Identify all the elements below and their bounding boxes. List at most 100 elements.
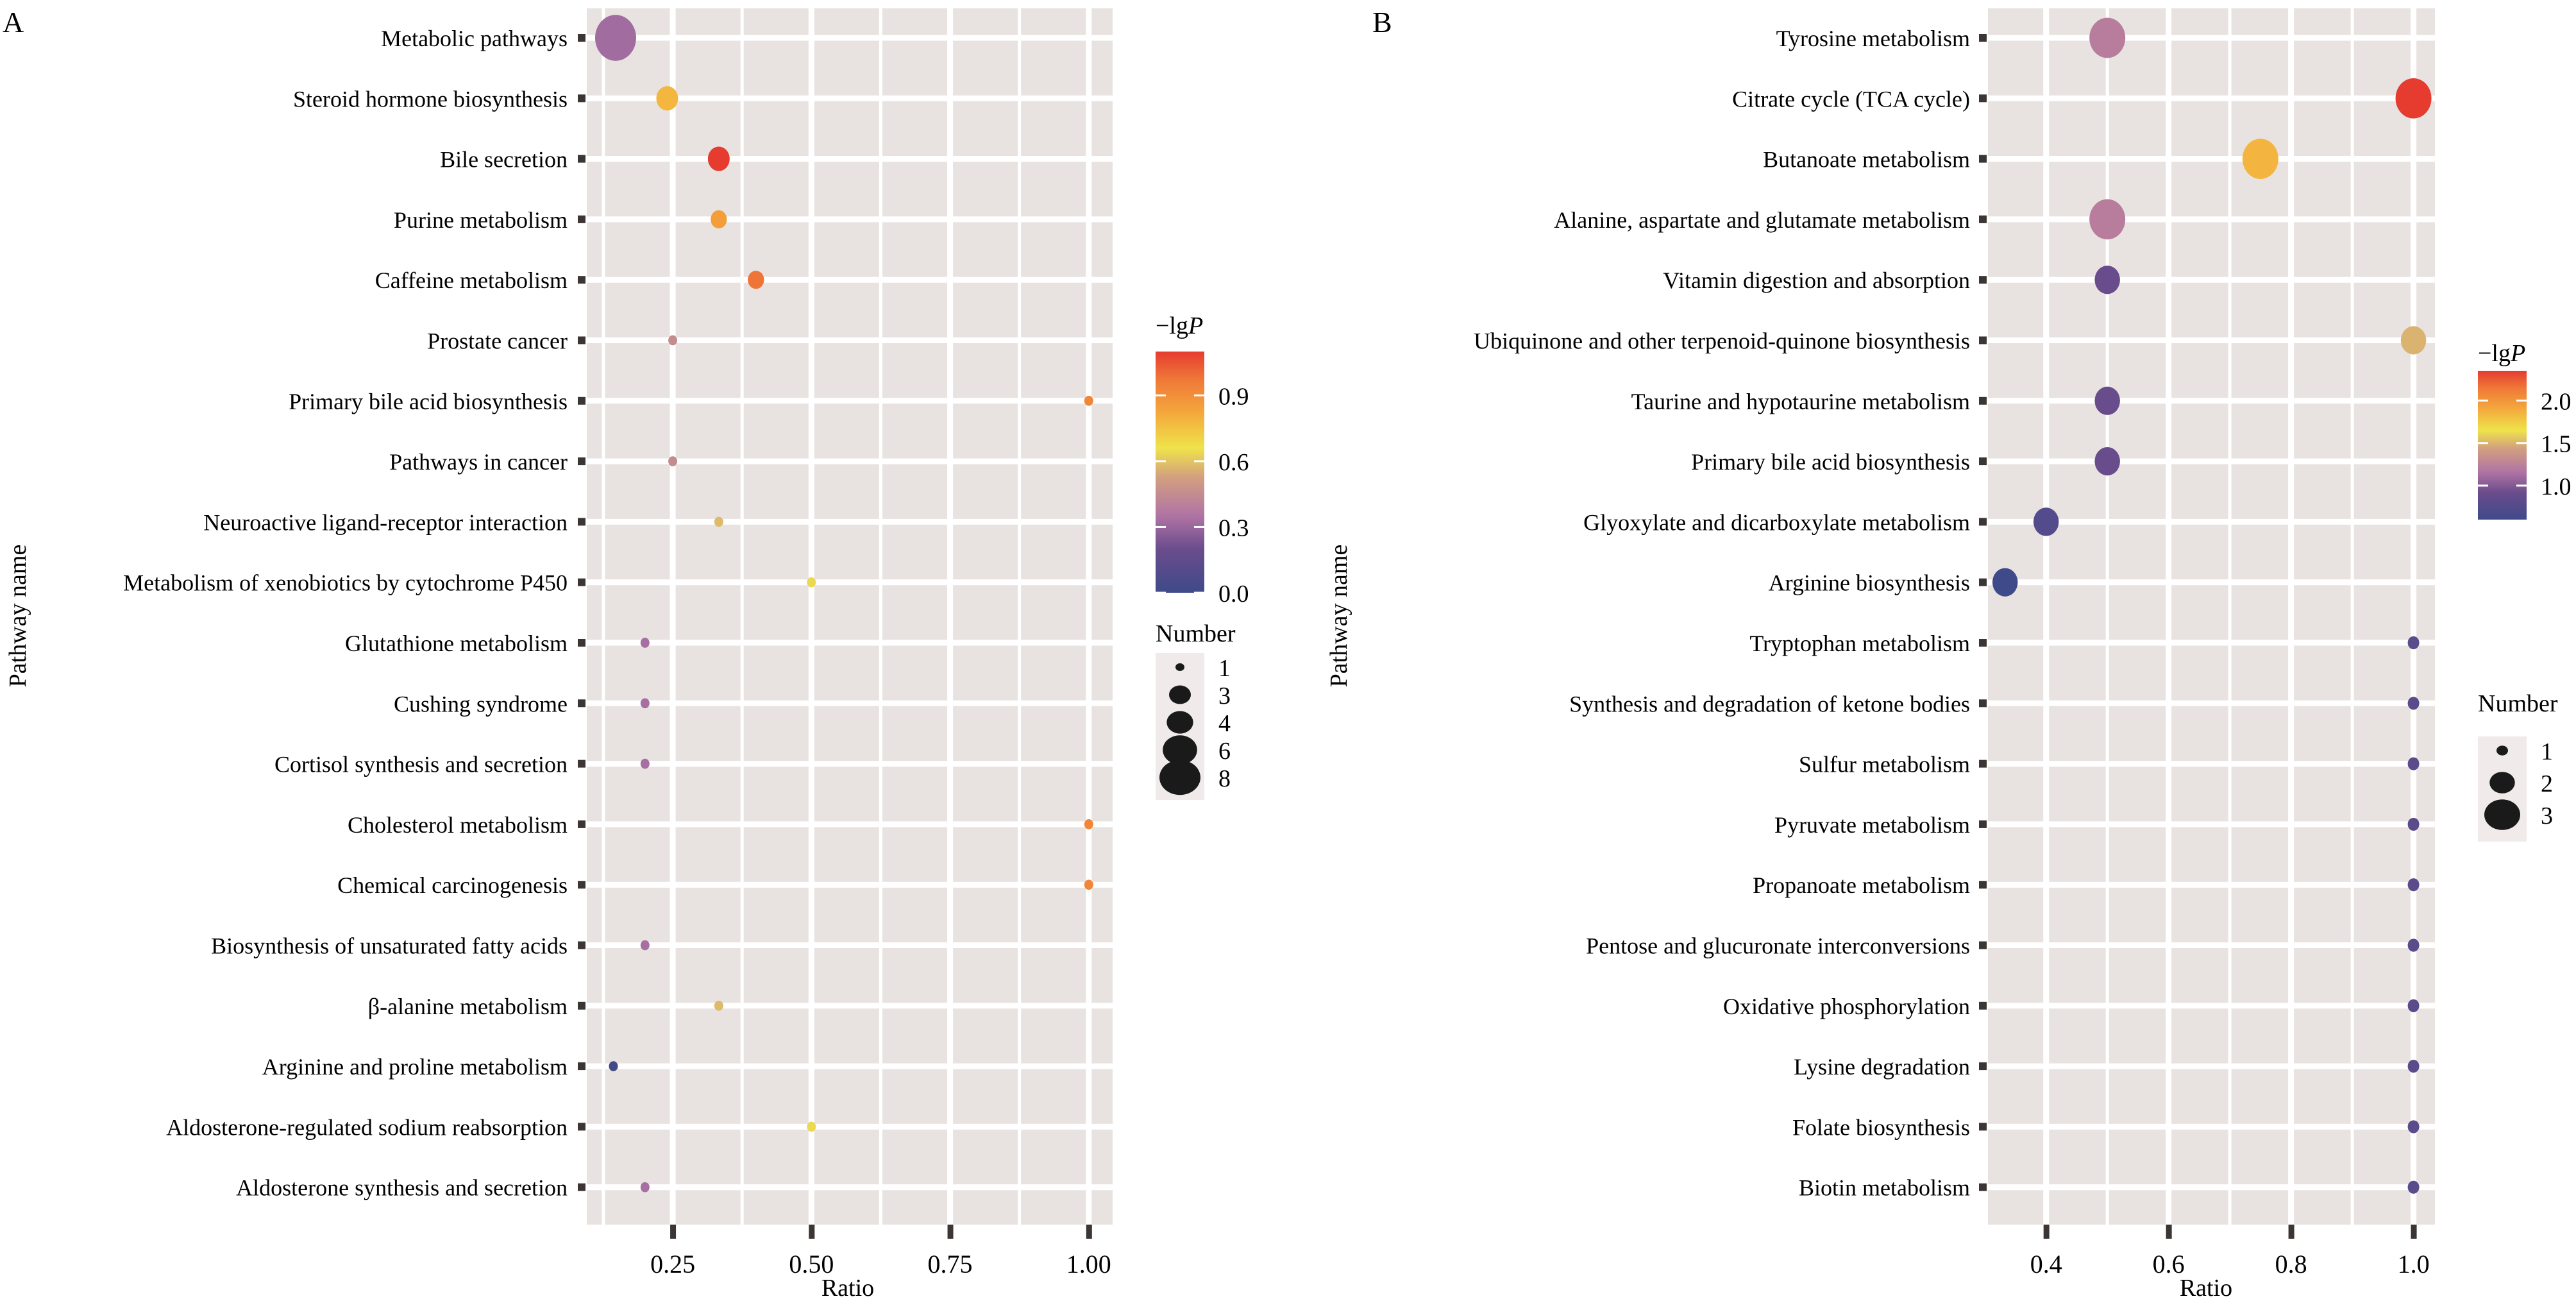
data-point <box>2407 697 2420 710</box>
y-tick-label: Primary bile acid biosynthesis <box>1691 449 1970 475</box>
y-tick-label: Cholesterol metabolism <box>348 812 568 838</box>
colorbar-tick-label: 0.6 <box>1218 449 1249 476</box>
colorbar-tick-label: 0.3 <box>1218 514 1249 541</box>
size-legend-label: 4 <box>1218 710 1231 737</box>
size-legend-label: 1 <box>2541 738 2553 765</box>
size-legend-key <box>2489 772 2515 794</box>
y-tick-label: β-alanine metabolism <box>368 994 568 1019</box>
y-tick-label: Glyoxylate and dicarboxylate metabolism <box>1583 509 1970 535</box>
y-tick <box>578 1183 585 1191</box>
panel-b: B Tyrosine metabolism Citrate cycle (TCA … <box>1326 6 2572 1302</box>
y-tick-label: Metabolic pathways <box>381 26 568 51</box>
x-tick <box>2043 1225 2050 1239</box>
y-tick <box>1979 518 1987 526</box>
y-tick-label: Aldosterone-regulated sodium reabsorptio… <box>166 1114 568 1140</box>
size-legend-key <box>1175 663 1184 671</box>
y-tick <box>1979 578 1987 586</box>
data-point <box>668 456 678 466</box>
data-point <box>2407 1060 2420 1073</box>
y-tick <box>1979 1062 1987 1071</box>
y-tick <box>578 155 585 163</box>
data-point <box>707 146 730 171</box>
x-tick-label: 1.00 <box>1066 1250 1111 1278</box>
size-legend-label: 3 <box>1218 683 1231 709</box>
data-point <box>2407 817 2420 831</box>
x-tick-label: 0.75 <box>928 1250 973 1278</box>
y-tick <box>1979 1001 1987 1010</box>
y-tick <box>1979 336 1987 344</box>
data-point <box>640 638 650 648</box>
y-tick-label: Chemical carcinogenesis <box>337 872 568 898</box>
x-tick-label: 0.8 <box>2275 1250 2307 1278</box>
data-point <box>807 577 816 588</box>
y-tick <box>578 881 585 889</box>
y-tick <box>578 941 585 949</box>
y-tick <box>578 34 585 42</box>
x-tick-label: 0.4 <box>2030 1250 2062 1278</box>
y-tick <box>578 94 585 103</box>
data-point <box>2033 507 2059 536</box>
y-tick-label: Folate biosynthesis <box>1792 1114 1970 1140</box>
y-tick <box>1979 155 1987 163</box>
data-point <box>807 1121 816 1132</box>
y-tick <box>578 215 585 223</box>
colorbar-tick-label: 2.0 <box>2541 388 2572 415</box>
data-point <box>2407 878 2420 892</box>
y-tick-label: Propanoate metabolism <box>1753 872 1970 898</box>
colorbar-tick-label: 1.5 <box>2541 431 2572 458</box>
data-point <box>609 1061 618 1071</box>
color-legend-title: −lgP <box>1156 312 1203 339</box>
color-legend-title: −lgP <box>2478 340 2525 367</box>
y-tick <box>578 1123 585 1131</box>
data-point <box>668 335 678 346</box>
y-tick <box>578 276 585 284</box>
x-tick <box>2166 1225 2172 1239</box>
size-legend-label: 2 <box>2541 770 2553 797</box>
y-tick-label: Prostate cancer <box>427 328 568 354</box>
y-tick-label: Cushing syndrome <box>394 691 568 717</box>
y-tick <box>578 518 585 526</box>
panel-label: A <box>3 6 24 38</box>
data-point <box>1992 568 2018 597</box>
y-tick-label: Oxidative phosphorylation <box>1723 994 1970 1019</box>
y-tick <box>1979 34 1987 42</box>
y-tick-label: Biotin metabolism <box>1799 1175 1970 1201</box>
x-tick-label: 0.25 <box>650 1250 695 1278</box>
y-tick-label: Citrate cycle (TCA cycle) <box>1732 86 1970 112</box>
data-point <box>2407 1180 2420 1194</box>
x-axis-title: Ratio <box>821 1275 874 1302</box>
y-axis-title: Pathway name <box>4 545 31 688</box>
x-tick-label: 1.0 <box>2398 1250 2430 1278</box>
x-axis-title: Ratio <box>2180 1275 2232 1302</box>
size-legend-label: 8 <box>1218 765 1231 792</box>
plot-background <box>587 8 1113 1225</box>
y-tick <box>1979 639 1987 647</box>
colorbar-tick-label: 0.9 <box>1218 383 1249 410</box>
y-tick-label: Tryptophan metabolism <box>1749 631 1970 656</box>
y-tick <box>1979 94 1987 103</box>
y-tick <box>1979 820 1987 828</box>
size-legend-key <box>1159 760 1200 795</box>
data-point <box>2395 78 2432 119</box>
y-tick <box>1979 1183 1987 1191</box>
y-tick-label: Bile secretion <box>440 147 568 173</box>
data-point <box>594 15 636 61</box>
y-tick-label: Aldosterone synthesis and secretion <box>236 1175 568 1201</box>
y-tick-label: Primary bile acid biosynthesis <box>289 389 568 414</box>
data-point <box>2407 999 2420 1012</box>
data-point <box>1084 879 1093 890</box>
data-point <box>2242 139 2278 179</box>
y-tick <box>578 578 585 586</box>
y-tick-label: Pentose and glucuronate interconversions <box>1586 933 1970 959</box>
data-point <box>2094 446 2120 476</box>
y-tick-label: Glutathione metabolism <box>345 631 568 656</box>
x-tick <box>1086 1225 1092 1239</box>
x-tick-label: 0.50 <box>789 1250 834 1278</box>
size-legend-key <box>1166 711 1193 734</box>
size-legend: Number 1 2 3 <box>2478 690 2558 842</box>
plot-area: Metabolic pathways Steroid hormone biosyn… <box>123 8 1113 1278</box>
size-legend-title: Number <box>2478 690 2558 717</box>
y-tick-label: Steroid hormone biosynthesis <box>293 86 568 112</box>
y-tick-label: Lysine degradation <box>1794 1054 1970 1080</box>
